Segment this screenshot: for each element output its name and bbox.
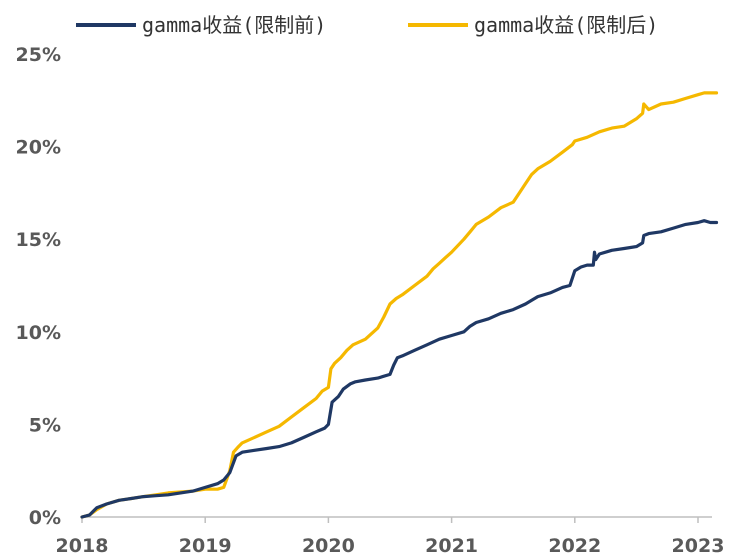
legend: gamma收益(限制前) gamma收益(限制后) bbox=[76, 13, 658, 37]
series-line-after bbox=[80, 91, 719, 519]
plot-area bbox=[80, 91, 719, 519]
x-tick-label: 2021 bbox=[425, 535, 478, 557]
series-line-before bbox=[80, 219, 719, 519]
x-tick-label: 2023 bbox=[672, 535, 725, 557]
y-tick-label: 5% bbox=[29, 414, 61, 436]
y-tick-label: 25% bbox=[16, 44, 61, 66]
x-axis: 2018 2019 2020 2021 2022 2023 bbox=[56, 516, 725, 557]
x-tick-label: 2022 bbox=[548, 535, 601, 557]
x-tick-label: 2019 bbox=[179, 535, 232, 557]
y-tick-label: 10% bbox=[16, 322, 61, 344]
y-tick-label: 20% bbox=[16, 137, 61, 159]
x-tick-label: 2020 bbox=[302, 535, 355, 557]
y-tick-label: 15% bbox=[16, 229, 61, 251]
x-tick-label: 2018 bbox=[56, 535, 109, 557]
y-tick-label: 0% bbox=[29, 507, 61, 529]
y-axis: 0% 5% 10% 15% 20% 25% bbox=[16, 44, 61, 529]
legend-label-after: gamma收益(限制后) bbox=[474, 13, 658, 37]
legend-label-before: gamma收益(限制前) bbox=[142, 13, 326, 37]
